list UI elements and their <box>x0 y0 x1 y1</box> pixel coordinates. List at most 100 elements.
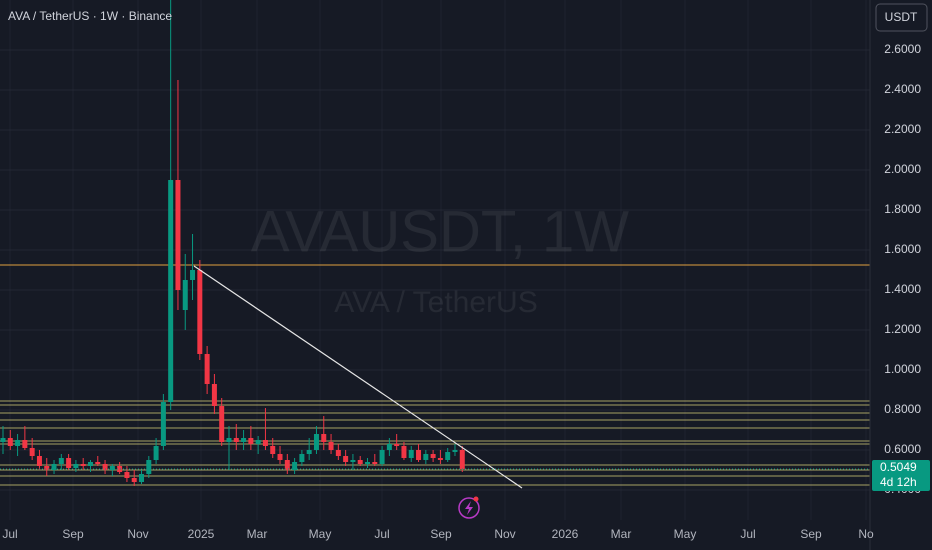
watermark-subtitle: AVA / TetherUS <box>334 286 537 319</box>
candle-body <box>423 454 429 460</box>
candle-body <box>146 460 152 474</box>
candle-body <box>102 464 108 470</box>
currency-label[interactable]: USDT <box>885 10 918 24</box>
lightning-icon[interactable] <box>458 497 480 519</box>
candle-body <box>445 452 451 460</box>
candle-body <box>190 270 196 280</box>
candle-body <box>335 450 341 456</box>
candle-body <box>44 466 50 470</box>
candle-body <box>153 446 159 460</box>
y-tick-label: 0.6000 <box>884 442 921 456</box>
countdown-label: 4d 12h <box>880 475 917 489</box>
candle-body <box>401 446 407 458</box>
candle-body <box>255 440 261 444</box>
candle-body <box>270 446 276 454</box>
candle-body <box>386 444 392 450</box>
candle-body <box>430 454 436 458</box>
lightning-bolt <box>465 501 473 515</box>
last-price-label: 0.5049 <box>880 460 917 474</box>
x-tick-label: Jul <box>740 527 755 541</box>
x-tick-label: No <box>858 527 874 541</box>
candle-body <box>219 406 225 442</box>
candle-body <box>7 438 13 446</box>
candle-body <box>452 450 458 452</box>
candle-body <box>459 450 465 470</box>
last-price-badge <box>872 460 930 492</box>
candle-body <box>80 464 86 466</box>
candle-body <box>197 270 203 354</box>
y-tick-label: 2.0000 <box>884 162 921 176</box>
candle-body <box>29 448 35 456</box>
candle-body <box>277 454 283 460</box>
candle-body <box>58 458 64 464</box>
x-tick-label: Sep <box>800 527 822 541</box>
candle-body <box>117 466 123 472</box>
candle-body <box>321 434 327 442</box>
grid <box>0 0 870 520</box>
candle-body <box>343 456 349 462</box>
candle-body <box>160 402 166 446</box>
candle-body <box>365 462 370 464</box>
candle-body <box>168 180 174 402</box>
candle-body <box>87 462 93 466</box>
candle-body <box>233 438 239 442</box>
candle-body <box>0 438 6 442</box>
candle-body <box>66 458 72 468</box>
x-tick-label: Jul <box>374 527 389 541</box>
candle-body <box>437 458 443 460</box>
y-tick-label: 1.8000 <box>884 202 921 216</box>
y-tick-label: 1.6000 <box>884 242 921 256</box>
candle-body <box>73 464 79 468</box>
y-tick-label: 0.8000 <box>884 402 921 416</box>
y-tick-label: 1.4000 <box>884 282 921 296</box>
notification-dot <box>473 496 479 502</box>
x-tick-label: Nov <box>494 527 515 541</box>
candle-body <box>416 450 422 460</box>
y-tick-label: 2.2000 <box>884 122 921 136</box>
candle-body <box>204 354 210 384</box>
candle-body <box>299 454 305 462</box>
y-tick-label: 1.0000 <box>884 362 921 376</box>
candle-body <box>262 440 268 446</box>
candle-body <box>306 450 312 454</box>
candle-body <box>175 180 181 290</box>
chart-title: AVA / TetherUS · 1W · Binance <box>8 9 172 23</box>
candle-body <box>36 456 42 466</box>
x-tick-label: 2025 <box>188 527 215 541</box>
candle-body <box>124 472 130 478</box>
candle-body <box>357 460 363 464</box>
candle-body <box>313 434 319 450</box>
candle-body <box>394 444 400 446</box>
price-axis: 0.40000.60000.80001.00001.20001.40001.60… <box>884 42 921 496</box>
candle-body <box>109 466 115 470</box>
candle-body <box>408 450 414 458</box>
candle-body <box>379 450 385 464</box>
y-tick-label: 2.6000 <box>884 42 921 56</box>
x-tick-label: May <box>674 527 697 541</box>
candle-body <box>248 438 254 444</box>
candle-body <box>350 460 356 462</box>
candle-body <box>131 478 137 482</box>
currency-button[interactable] <box>875 3 928 32</box>
candle-body <box>372 462 378 464</box>
candle-body <box>139 474 145 482</box>
x-tick-label: May <box>309 527 332 541</box>
candle-body <box>22 440 28 448</box>
x-tick-label: Sep <box>430 527 452 541</box>
x-tick-label: 2026 <box>552 527 579 541</box>
candle-body <box>51 464 57 470</box>
candle-body <box>284 460 290 470</box>
candle-body <box>328 442 334 450</box>
x-tick-label: Mar <box>247 527 268 541</box>
plot <box>0 0 870 489</box>
candle-body <box>211 384 217 406</box>
y-tick-label: 1.2000 <box>884 322 921 336</box>
x-tick-label: Mar <box>611 527 632 541</box>
candle-body <box>15 440 21 446</box>
x-tick-label: Jul <box>2 527 17 541</box>
candle-body <box>241 438 247 442</box>
x-tick-label: Sep <box>62 527 84 541</box>
watermark: AVAUSDT, 1W <box>251 199 629 264</box>
